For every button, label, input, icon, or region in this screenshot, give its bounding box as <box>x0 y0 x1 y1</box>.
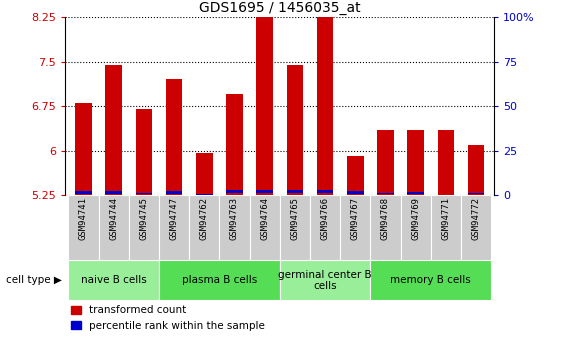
Bar <box>377 130 394 195</box>
Text: GSM94762: GSM94762 <box>200 197 209 240</box>
Bar <box>105 65 122 195</box>
FancyBboxPatch shape <box>370 195 400 260</box>
Text: GSM94766: GSM94766 <box>320 197 329 240</box>
FancyBboxPatch shape <box>249 195 280 260</box>
Text: memory B cells: memory B cells <box>390 275 471 285</box>
Bar <box>105 191 122 194</box>
Bar <box>166 191 182 194</box>
Bar <box>317 0 333 195</box>
Bar <box>407 130 424 195</box>
FancyBboxPatch shape <box>219 195 249 260</box>
FancyBboxPatch shape <box>68 195 98 260</box>
FancyBboxPatch shape <box>461 195 491 260</box>
Text: GSM94741: GSM94741 <box>79 197 88 240</box>
FancyBboxPatch shape <box>159 195 189 260</box>
Bar <box>347 156 364 195</box>
Bar <box>377 193 394 194</box>
Bar <box>196 194 212 195</box>
FancyBboxPatch shape <box>98 195 129 260</box>
Text: GSM94744: GSM94744 <box>109 197 118 240</box>
Bar <box>256 190 273 194</box>
Bar <box>136 193 152 194</box>
Text: naive B cells: naive B cells <box>81 275 147 285</box>
Bar <box>347 191 364 194</box>
FancyBboxPatch shape <box>189 195 219 260</box>
Bar <box>437 130 454 195</box>
Bar <box>75 103 92 195</box>
Bar <box>286 65 303 195</box>
Bar <box>280 260 370 300</box>
Text: plasma B cells: plasma B cells <box>182 275 257 285</box>
Text: GSM94769: GSM94769 <box>411 197 420 240</box>
Bar <box>226 190 243 194</box>
Text: cell type ▶: cell type ▶ <box>6 275 61 285</box>
Text: GSM94764: GSM94764 <box>260 197 269 240</box>
Title: GDS1695 / 1456035_at: GDS1695 / 1456035_at <box>199 1 361 15</box>
Bar <box>256 0 273 195</box>
Text: GSM94763: GSM94763 <box>230 197 239 240</box>
Bar <box>317 190 333 194</box>
Bar <box>226 94 243 195</box>
Bar <box>467 145 485 195</box>
FancyBboxPatch shape <box>129 195 159 260</box>
Text: germinal center B
cells: germinal center B cells <box>278 269 372 291</box>
Legend: transformed count, percentile rank within the sample: transformed count, percentile rank withi… <box>70 305 265 331</box>
Bar <box>75 191 92 194</box>
Text: GSM94771: GSM94771 <box>441 197 450 240</box>
Text: GSM94765: GSM94765 <box>290 197 299 240</box>
Bar <box>437 194 454 195</box>
FancyBboxPatch shape <box>340 195 370 260</box>
Bar <box>159 260 280 300</box>
Text: GSM94767: GSM94767 <box>351 197 360 240</box>
Text: GSM94768: GSM94768 <box>381 197 390 240</box>
Bar <box>166 79 182 195</box>
Text: GSM94772: GSM94772 <box>471 197 481 240</box>
FancyBboxPatch shape <box>280 195 310 260</box>
Bar <box>407 192 424 194</box>
Text: GSM94745: GSM94745 <box>139 197 148 240</box>
Bar <box>68 260 159 300</box>
FancyBboxPatch shape <box>310 195 340 260</box>
Bar <box>286 190 303 194</box>
Bar <box>467 193 485 194</box>
FancyBboxPatch shape <box>400 195 431 260</box>
Bar <box>196 154 212 195</box>
Bar <box>370 260 491 300</box>
Text: GSM94747: GSM94747 <box>169 197 178 240</box>
FancyBboxPatch shape <box>431 195 461 260</box>
Bar <box>136 109 152 195</box>
